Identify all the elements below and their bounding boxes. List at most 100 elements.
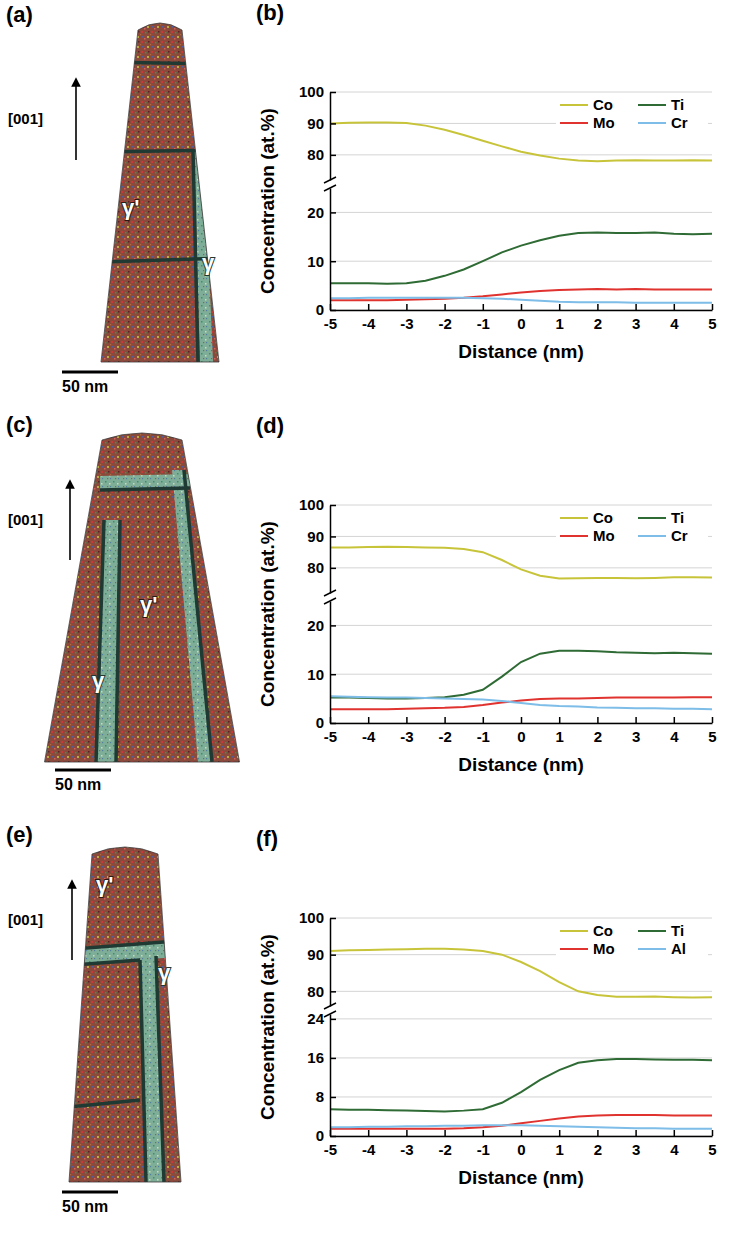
reconstruction-outline [69,847,181,1182]
tick-mark [444,717,446,723]
tick-mark [330,625,336,627]
tick-label: 5 [708,1141,716,1158]
axis-break [324,598,336,604]
x-axis: -5-4-3-2-1012345 [324,717,717,745]
grid-line [330,625,712,626]
tick: 80 [307,559,336,576]
tick: 100 [299,83,336,100]
interface-line [184,470,212,762]
series-line [330,651,712,699]
phase-label: γ' [140,592,157,617]
series-line [330,232,712,283]
reconstruction-outline [45,433,240,762]
legend-swatch [638,104,666,106]
legend-bg [556,920,708,958]
tick: 1 [556,1130,564,1158]
tick-mark [330,505,336,507]
tick-label: -1 [477,728,490,745]
tick: -3 [400,717,413,745]
gamma-channel [60,940,190,966]
tick: 10 [307,253,336,270]
tick-mark [674,717,676,723]
y-axis: 8090100 [299,83,336,180]
tick-mark [674,1130,676,1136]
tick-mark [635,304,637,310]
series-line [330,1059,712,1112]
grid-line [330,154,712,155]
chart-panel: -5-4-3-2-10123450816248090100(f)Distance… [256,689,717,1234]
tick-label: 2 [594,315,602,332]
tick: 20 [307,204,336,221]
legend-bg [556,94,708,132]
interface-line [100,62,230,64]
tick: 3 [632,304,640,332]
phase-label: γ [202,250,215,275]
tick-label: -2 [438,728,451,745]
tick-label: 100 [299,909,324,926]
y-axis: 01020 [307,602,336,732]
tick: 3 [632,717,640,745]
direction-arrow [75,82,77,160]
legend-swatch [638,930,666,932]
tick: 2 [594,1130,602,1158]
tick-mark [330,1058,336,1060]
series-line [330,697,712,709]
grid-line [330,991,712,992]
tick-mark [406,717,408,723]
legend-label: Co [593,922,613,939]
interface-line [156,956,164,1182]
tick: 8 [316,1088,336,1105]
tick-label: -1 [477,1141,490,1158]
series-line [330,696,712,709]
series-line [330,1115,712,1129]
tick: -1 [477,1130,490,1158]
tick: 1 [556,717,564,745]
grid [330,505,712,723]
interface-line [100,150,230,152]
tick-label: 3 [632,728,640,745]
legend-swatch [560,517,588,519]
scale-bar [62,1191,118,1194]
legend: CoTiMoAl [556,920,708,958]
legend-swatch [560,122,588,124]
grid-line [330,505,712,506]
legend-swatch [638,948,666,950]
legend-label: Cr [671,527,688,544]
tick-mark [521,717,523,723]
panel-label: (a) [6,2,33,27]
tick: 80 [307,146,336,163]
tick-label: -5 [324,1141,337,1158]
tick-mark [597,1130,599,1136]
tick-mark [330,954,336,956]
tick: 24 [307,1010,336,1027]
axis-break [324,1011,336,1017]
tick: 0 [517,1130,525,1158]
axis-line [330,602,332,724]
scale-bar [62,371,118,374]
legend-label: Mo [593,114,615,131]
axis-break [324,185,336,191]
interface-line [60,940,190,950]
legend-label: Ti [671,96,684,113]
panel-label: (d) [256,413,284,438]
tick-label: 2 [594,728,602,745]
tick: -2 [438,1130,451,1158]
tick-mark [330,155,336,157]
x-axis: -5-4-3-2-1012345 [324,304,717,332]
legend-label: Co [593,96,613,113]
tick-label: 0 [316,1127,324,1144]
tick: 20 [307,617,336,634]
axis-line [330,189,332,311]
tick-label: 24 [307,1010,324,1027]
y-axis: 081624 [307,1010,336,1144]
tick: 0 [316,1127,336,1144]
grid-line [330,1096,712,1097]
tick-label: 80 [307,983,324,1000]
panel-label: (c) [6,412,33,437]
direction-label: [001] [8,110,43,127]
tick-mark [330,92,336,94]
gamma-prime-region [69,847,181,1182]
x-axis: -5-4-3-2-1012345 [324,1130,717,1158]
tick-label: 0 [517,315,525,332]
axis-break [324,177,336,183]
